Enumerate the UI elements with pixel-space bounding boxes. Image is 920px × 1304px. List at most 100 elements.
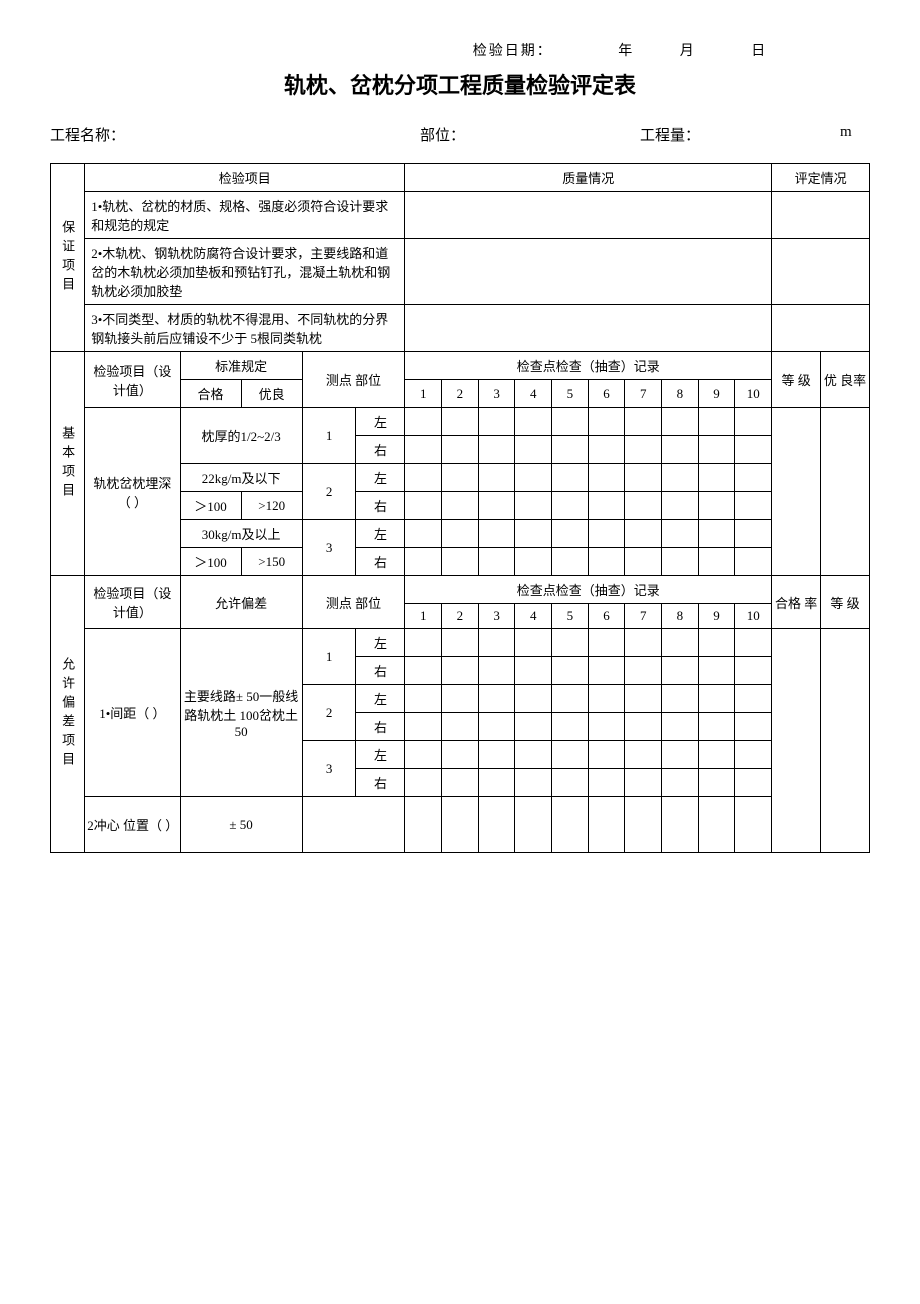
- cell[interactable]: [405, 464, 442, 492]
- cell[interactable]: [662, 520, 699, 548]
- sec2-rate-cell[interactable]: [821, 408, 870, 576]
- sec1-r2-quality[interactable]: [405, 239, 772, 305]
- cell[interactable]: [588, 713, 625, 741]
- cell[interactable]: [478, 464, 515, 492]
- cell[interactable]: [698, 713, 735, 741]
- cell[interactable]: [735, 520, 772, 548]
- cell[interactable]: [478, 548, 515, 576]
- cell[interactable]: [442, 464, 479, 492]
- cell[interactable]: [442, 548, 479, 576]
- cell[interactable]: [405, 436, 442, 464]
- sec1-r3-quality[interactable]: [405, 305, 772, 352]
- cell[interactable]: [662, 548, 699, 576]
- cell[interactable]: [662, 741, 699, 769]
- cell[interactable]: [478, 657, 515, 685]
- cell[interactable]: [588, 408, 625, 436]
- cell[interactable]: [552, 408, 589, 436]
- cell[interactable]: [698, 436, 735, 464]
- cell[interactable]: [735, 492, 772, 520]
- cell[interactable]: [442, 797, 479, 853]
- cell[interactable]: [515, 408, 552, 436]
- cell[interactable]: [515, 436, 552, 464]
- cell[interactable]: [405, 548, 442, 576]
- cell[interactable]: [552, 685, 589, 713]
- cell[interactable]: [552, 629, 589, 657]
- cell[interactable]: [442, 408, 479, 436]
- cell[interactable]: [625, 657, 662, 685]
- cell[interactable]: [662, 492, 699, 520]
- cell[interactable]: [698, 408, 735, 436]
- cell[interactable]: [515, 713, 552, 741]
- sec3-grade-cell[interactable]: [821, 629, 870, 853]
- sec2-grade-cell[interactable]: [772, 408, 821, 576]
- cell[interactable]: [478, 797, 515, 853]
- cell[interactable]: [625, 464, 662, 492]
- cell[interactable]: [625, 492, 662, 520]
- cell[interactable]: [662, 464, 699, 492]
- cell[interactable]: [515, 685, 552, 713]
- cell[interactable]: [478, 769, 515, 797]
- cell[interactable]: [588, 797, 625, 853]
- cell[interactable]: [442, 520, 479, 548]
- cell[interactable]: [442, 492, 479, 520]
- cell[interactable]: [478, 520, 515, 548]
- cell[interactable]: [625, 685, 662, 713]
- cell[interactable]: [625, 713, 662, 741]
- cell[interactable]: [625, 436, 662, 464]
- sec3-item2-pt[interactable]: [302, 797, 405, 853]
- cell[interactable]: [442, 713, 479, 741]
- cell[interactable]: [405, 492, 442, 520]
- cell[interactable]: [662, 629, 699, 657]
- cell[interactable]: [588, 769, 625, 797]
- cell[interactable]: [478, 408, 515, 436]
- cell[interactable]: [515, 464, 552, 492]
- cell[interactable]: [662, 685, 699, 713]
- cell[interactable]: [625, 797, 662, 853]
- sec3-pass-cell[interactable]: [772, 629, 821, 853]
- cell[interactable]: [442, 741, 479, 769]
- cell[interactable]: [588, 436, 625, 464]
- cell[interactable]: [698, 769, 735, 797]
- cell[interactable]: [515, 629, 552, 657]
- cell[interactable]: [405, 408, 442, 436]
- cell[interactable]: [735, 741, 772, 769]
- cell[interactable]: [552, 548, 589, 576]
- cell[interactable]: [405, 657, 442, 685]
- cell[interactable]: [588, 657, 625, 685]
- cell[interactable]: [442, 657, 479, 685]
- cell[interactable]: [625, 520, 662, 548]
- cell[interactable]: [552, 657, 589, 685]
- cell[interactable]: [552, 713, 589, 741]
- cell[interactable]: [698, 520, 735, 548]
- cell[interactable]: [515, 769, 552, 797]
- cell[interactable]: [698, 548, 735, 576]
- cell[interactable]: [698, 657, 735, 685]
- cell[interactable]: [588, 629, 625, 657]
- cell[interactable]: [552, 741, 589, 769]
- cell[interactable]: [625, 769, 662, 797]
- cell[interactable]: [478, 685, 515, 713]
- cell[interactable]: [735, 464, 772, 492]
- cell[interactable]: [698, 464, 735, 492]
- cell[interactable]: [405, 769, 442, 797]
- sec1-r1-quality[interactable]: [405, 192, 772, 239]
- cell[interactable]: [735, 769, 772, 797]
- cell[interactable]: [735, 797, 772, 853]
- cell[interactable]: [478, 629, 515, 657]
- cell[interactable]: [735, 548, 772, 576]
- cell[interactable]: [478, 436, 515, 464]
- cell[interactable]: [405, 741, 442, 769]
- cell[interactable]: [735, 685, 772, 713]
- cell[interactable]: [625, 741, 662, 769]
- cell[interactable]: [588, 464, 625, 492]
- cell[interactable]: [515, 657, 552, 685]
- cell[interactable]: [442, 769, 479, 797]
- cell[interactable]: [478, 741, 515, 769]
- cell[interactable]: [552, 797, 589, 853]
- cell[interactable]: [588, 492, 625, 520]
- cell[interactable]: [515, 741, 552, 769]
- cell[interactable]: [662, 713, 699, 741]
- cell[interactable]: [662, 436, 699, 464]
- cell[interactable]: [552, 436, 589, 464]
- cell[interactable]: [735, 657, 772, 685]
